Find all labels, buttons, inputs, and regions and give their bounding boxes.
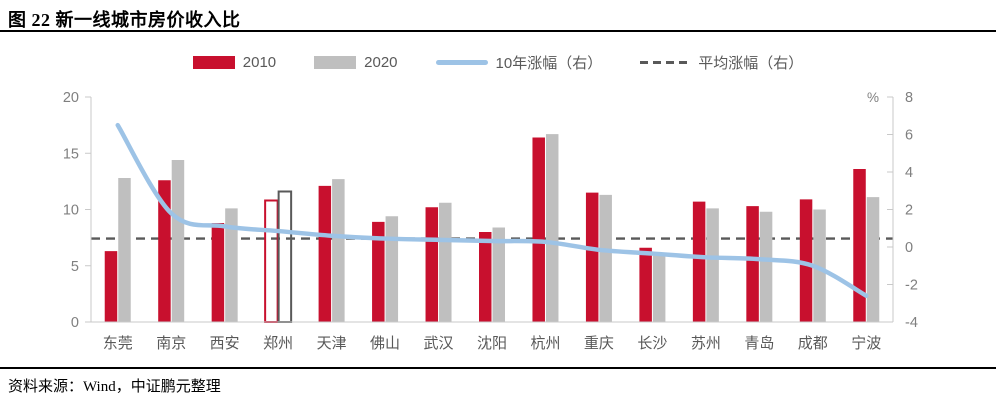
category-label-长沙: 长沙	[637, 335, 667, 352]
bar-2020-沈阳	[492, 227, 505, 322]
bar-2020-西安	[225, 208, 238, 322]
right-axis-unit: %	[867, 90, 879, 105]
axes	[85, 96, 894, 323]
legend-swatch-average-dashed	[640, 61, 691, 64]
bar-2010-西安	[211, 223, 225, 322]
bar-2020-宁波	[866, 197, 880, 322]
svg-text:6: 6	[905, 128, 913, 144]
category-label-天津: 天津	[317, 335, 347, 352]
category-label-南京: 南京	[156, 335, 186, 352]
category-label-佛山: 佛山	[370, 335, 400, 352]
category-label-宁波: 宁波	[851, 335, 881, 352]
svg-text:-4: -4	[905, 315, 918, 331]
category-label-西安: 西安	[210, 335, 240, 352]
svg-text:4: 4	[905, 165, 913, 181]
bar-2010-东莞	[104, 251, 118, 322]
bar-2020-青岛	[759, 211, 773, 322]
bar-2010-南京	[158, 180, 171, 322]
category-label-青岛: 青岛	[744, 335, 774, 352]
category-label-苏州: 苏州	[691, 335, 721, 352]
legend-swatch-2020-bar	[314, 56, 357, 69]
bar-2020-苏州	[706, 208, 719, 322]
growth-line	[115, 122, 869, 298]
category-label-沈阳: 沈阳	[477, 335, 507, 352]
bars-2010	[104, 137, 866, 323]
bar-2010-沈阳	[479, 232, 492, 322]
left-axis-labels: 0 5 10 15 20	[63, 90, 79, 331]
svg-text:8: 8	[905, 90, 913, 106]
bar-2020-成都	[813, 209, 826, 322]
bar-2020-天津	[332, 179, 345, 322]
bar-2020-东莞	[118, 178, 131, 322]
bar-2010-成都	[799, 199, 813, 322]
category-label-成都: 成都	[798, 335, 828, 352]
legend-label-growth-line: 10年涨幅（右）	[495, 55, 603, 72]
svg-text:-2: -2	[905, 278, 918, 294]
svg-text:10: 10	[63, 203, 79, 219]
bar-2020-杭州	[545, 134, 559, 322]
legend-label-average-line: 平均涨幅（右）	[698, 55, 804, 72]
bar-2020-南京	[171, 160, 185, 322]
category-labels: 东莞 南京 西安 郑州 天津 佛山 武汉 沈阳 杭州 重庆 长沙 苏州 青岛 成都 宁波	[103, 335, 882, 352]
category-label-杭州: 杭州	[530, 335, 560, 352]
bar-2020-郑州	[277, 190, 293, 323]
legend-item-growth-line: 10年涨幅（右）	[435, 52, 603, 73]
bar-2020-长沙	[652, 255, 666, 322]
right-axis-labels: -4 -2 0 2 4 6 8	[905, 90, 918, 331]
bar-2010-苏州	[692, 201, 706, 322]
svg-text:20: 20	[63, 90, 79, 106]
chart-legend: 2010 2020 10年涨幅（右） 平均涨幅（右）	[0, 52, 996, 73]
bar-2010-天津	[318, 185, 332, 322]
legend-label-2010: 2010	[242, 54, 277, 71]
category-label-武汉: 武汉	[424, 335, 454, 352]
bar-2010-郑州	[264, 199, 279, 323]
legend-swatch-2010-bar	[192, 56, 235, 69]
source-note: 资料来源：Wind，中证鹏元整理	[8, 379, 221, 395]
legend-item-2010: 2010	[192, 54, 277, 71]
figure-title: 图 22 新一线城市房价收入比	[8, 10, 241, 30]
legend-item-average-line: 平均涨幅（右）	[640, 52, 803, 73]
bar-2010-宁波	[853, 169, 866, 322]
svg-text:2: 2	[905, 203, 913, 219]
bars-2020	[118, 134, 880, 323]
svg-text:0: 0	[71, 315, 79, 331]
bar-2020-重庆	[599, 194, 612, 322]
bar-2010-重庆	[585, 192, 599, 322]
bar-2010-青岛	[746, 206, 759, 322]
svg-text:0: 0	[905, 240, 913, 256]
category-label-郑州: 郑州	[263, 335, 293, 352]
chart-canvas: 0 5 10 15 20 -4 -2 0 2 4 6 8% 东莞 南京 西安 郑州 天津 佛山 武汉 沈阳 杭州 重庆 长沙…	[63, 90, 918, 352]
legend-label-2020: 2020	[364, 54, 398, 71]
category-label-重庆: 重庆	[584, 335, 614, 352]
bar-2020-佛山	[385, 216, 399, 322]
svg-text:5: 5	[71, 259, 79, 275]
bar-2010-佛山	[372, 221, 385, 322]
legend-item-2020: 2020	[314, 54, 398, 71]
bar-2020-武汉	[439, 202, 452, 322]
source-divider	[0, 367, 996, 369]
bar-2010-武汉	[425, 207, 439, 322]
bar-2010-长沙	[639, 247, 652, 322]
category-label-东莞: 东莞	[103, 335, 133, 352]
legend-swatch-growth-line	[435, 60, 488, 65]
svg-text:15: 15	[63, 146, 79, 162]
bar-2010-杭州	[532, 137, 545, 322]
title-divider	[0, 30, 996, 32]
